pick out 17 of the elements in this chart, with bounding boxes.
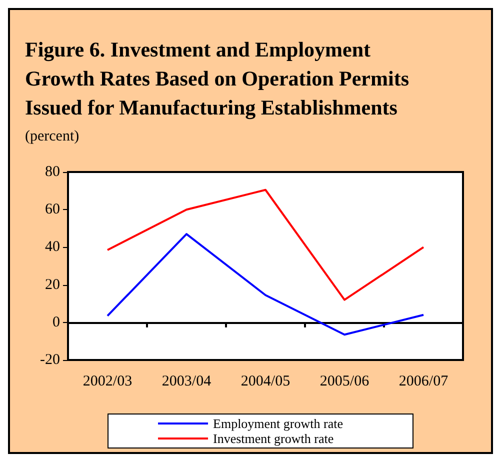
y-tick-label: 20	[45, 276, 60, 293]
y-tick-label: 60	[45, 202, 60, 218]
x-tick-label: 2002/03	[82, 374, 132, 390]
chart-subtitle: (percent)	[25, 128, 80, 144]
line-series	[106, 233, 424, 336]
y-tick-label: 40	[45, 239, 60, 256]
y-tick-label: 80	[45, 164, 60, 180]
y-tick-label: 0	[52, 314, 60, 330]
line-series	[106, 188, 424, 301]
y-tick-label: -20	[40, 352, 60, 368]
legend-label: Investment growth rate	[213, 431, 334, 446]
chart-title: Figure 6. Investment and Employment Growth Rates Based on Operation Permits Issued for Manufacturing Establishments	[25, 38, 409, 120]
x-tick-label: 2003/04	[162, 374, 212, 390]
x-tick-label: 2005/06	[320, 374, 370, 390]
legend-label: Employment growth rate	[213, 416, 344, 431]
x-tick-label: 2006/07	[398, 374, 449, 390]
x-tick-label: 2004/05	[240, 374, 290, 390]
